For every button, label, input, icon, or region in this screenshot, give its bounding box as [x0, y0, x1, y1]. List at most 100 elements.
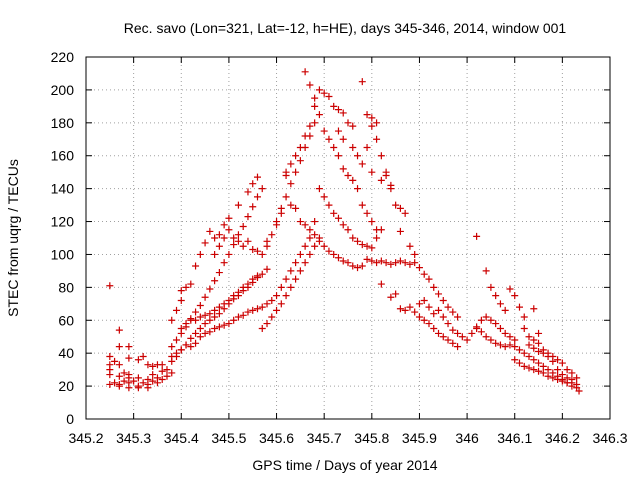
data-point	[273, 221, 281, 229]
data-point	[439, 313, 447, 321]
data-point	[239, 222, 247, 230]
data-point	[515, 346, 523, 354]
y-tick-label: 100	[51, 246, 75, 262]
data-point	[201, 329, 209, 337]
data-point	[306, 234, 314, 242]
axis-ticks	[85, 56, 611, 420]
data-point	[415, 300, 423, 308]
data-point	[334, 127, 342, 135]
data-point	[244, 213, 252, 221]
data-point	[125, 343, 133, 351]
data-point	[106, 282, 114, 290]
data-point	[292, 168, 300, 176]
data-point	[501, 306, 509, 314]
data-point	[149, 371, 157, 379]
data-point	[496, 325, 504, 332]
data-point	[563, 374, 571, 382]
data-point	[225, 320, 233, 328]
data-point	[482, 333, 490, 341]
data-point	[320, 242, 328, 250]
data-point	[330, 144, 338, 151]
data-point	[301, 68, 309, 76]
data-point	[358, 201, 366, 209]
data-point	[511, 343, 519, 351]
data-point	[454, 329, 462, 337]
x-tick-label: 346.1	[497, 430, 532, 446]
data-point	[187, 334, 195, 342]
data-point	[211, 277, 219, 285]
data-point	[268, 297, 276, 305]
data-point	[368, 114, 376, 122]
data-point	[411, 250, 419, 258]
data-point	[320, 127, 328, 135]
data-point	[330, 209, 338, 217]
data-point	[387, 293, 395, 301]
x-tick-label: 345.3	[116, 430, 151, 446]
data-point	[220, 321, 228, 329]
data-point	[325, 92, 333, 100]
data-point	[535, 329, 543, 337]
data-point	[473, 325, 481, 332]
data-point	[253, 272, 261, 280]
data-point	[473, 232, 481, 240]
data-point	[363, 144, 371, 151]
data-point	[168, 316, 176, 324]
data-point	[187, 280, 195, 288]
data-point	[420, 316, 428, 324]
data-point	[506, 285, 514, 293]
data-point	[239, 283, 247, 291]
data-point	[325, 135, 333, 143]
data-point	[575, 387, 583, 395]
data-point	[173, 306, 181, 314]
data-point	[458, 333, 466, 341]
data-point	[215, 269, 223, 277]
data-point	[401, 306, 409, 314]
data-point	[268, 231, 276, 239]
data-point	[225, 226, 233, 234]
data-point	[435, 329, 443, 337]
data-point	[496, 300, 504, 308]
data-point	[273, 292, 281, 300]
data-point	[139, 352, 147, 360]
data-point	[120, 377, 128, 385]
data-point	[430, 310, 438, 318]
data-point	[187, 315, 195, 323]
data-point	[492, 339, 500, 347]
data-point	[277, 209, 285, 217]
data-point	[144, 376, 152, 384]
data-point	[373, 234, 381, 242]
data-point	[354, 237, 362, 245]
data-point	[106, 371, 114, 379]
data-point	[177, 346, 185, 354]
data-point	[125, 354, 133, 362]
y-tick-label: 0	[66, 411, 74, 427]
data-point	[420, 270, 428, 278]
data-point	[558, 359, 566, 367]
data-point	[368, 218, 376, 226]
data-point	[263, 320, 271, 328]
data-point	[230, 241, 238, 249]
data-point	[215, 231, 223, 239]
y-tick-label: 180	[51, 115, 75, 131]
y-tick-label: 60	[58, 312, 74, 328]
data-point	[568, 382, 576, 390]
data-point	[368, 257, 376, 265]
data-point	[315, 86, 323, 94]
data-point	[249, 275, 257, 283]
data-point	[306, 226, 314, 234]
data-point	[511, 336, 519, 344]
data-point	[196, 301, 204, 309]
data-point	[415, 313, 423, 321]
data-point	[368, 168, 376, 176]
data-point	[249, 246, 257, 254]
data-point	[549, 352, 557, 360]
data-point	[296, 250, 304, 258]
data-point	[158, 361, 166, 369]
data-point	[520, 362, 528, 370]
data-point	[349, 144, 357, 151]
data-point	[263, 265, 271, 273]
data-point	[354, 152, 362, 160]
data-point	[496, 341, 504, 349]
data-point	[454, 343, 462, 351]
data-point	[215, 242, 223, 250]
